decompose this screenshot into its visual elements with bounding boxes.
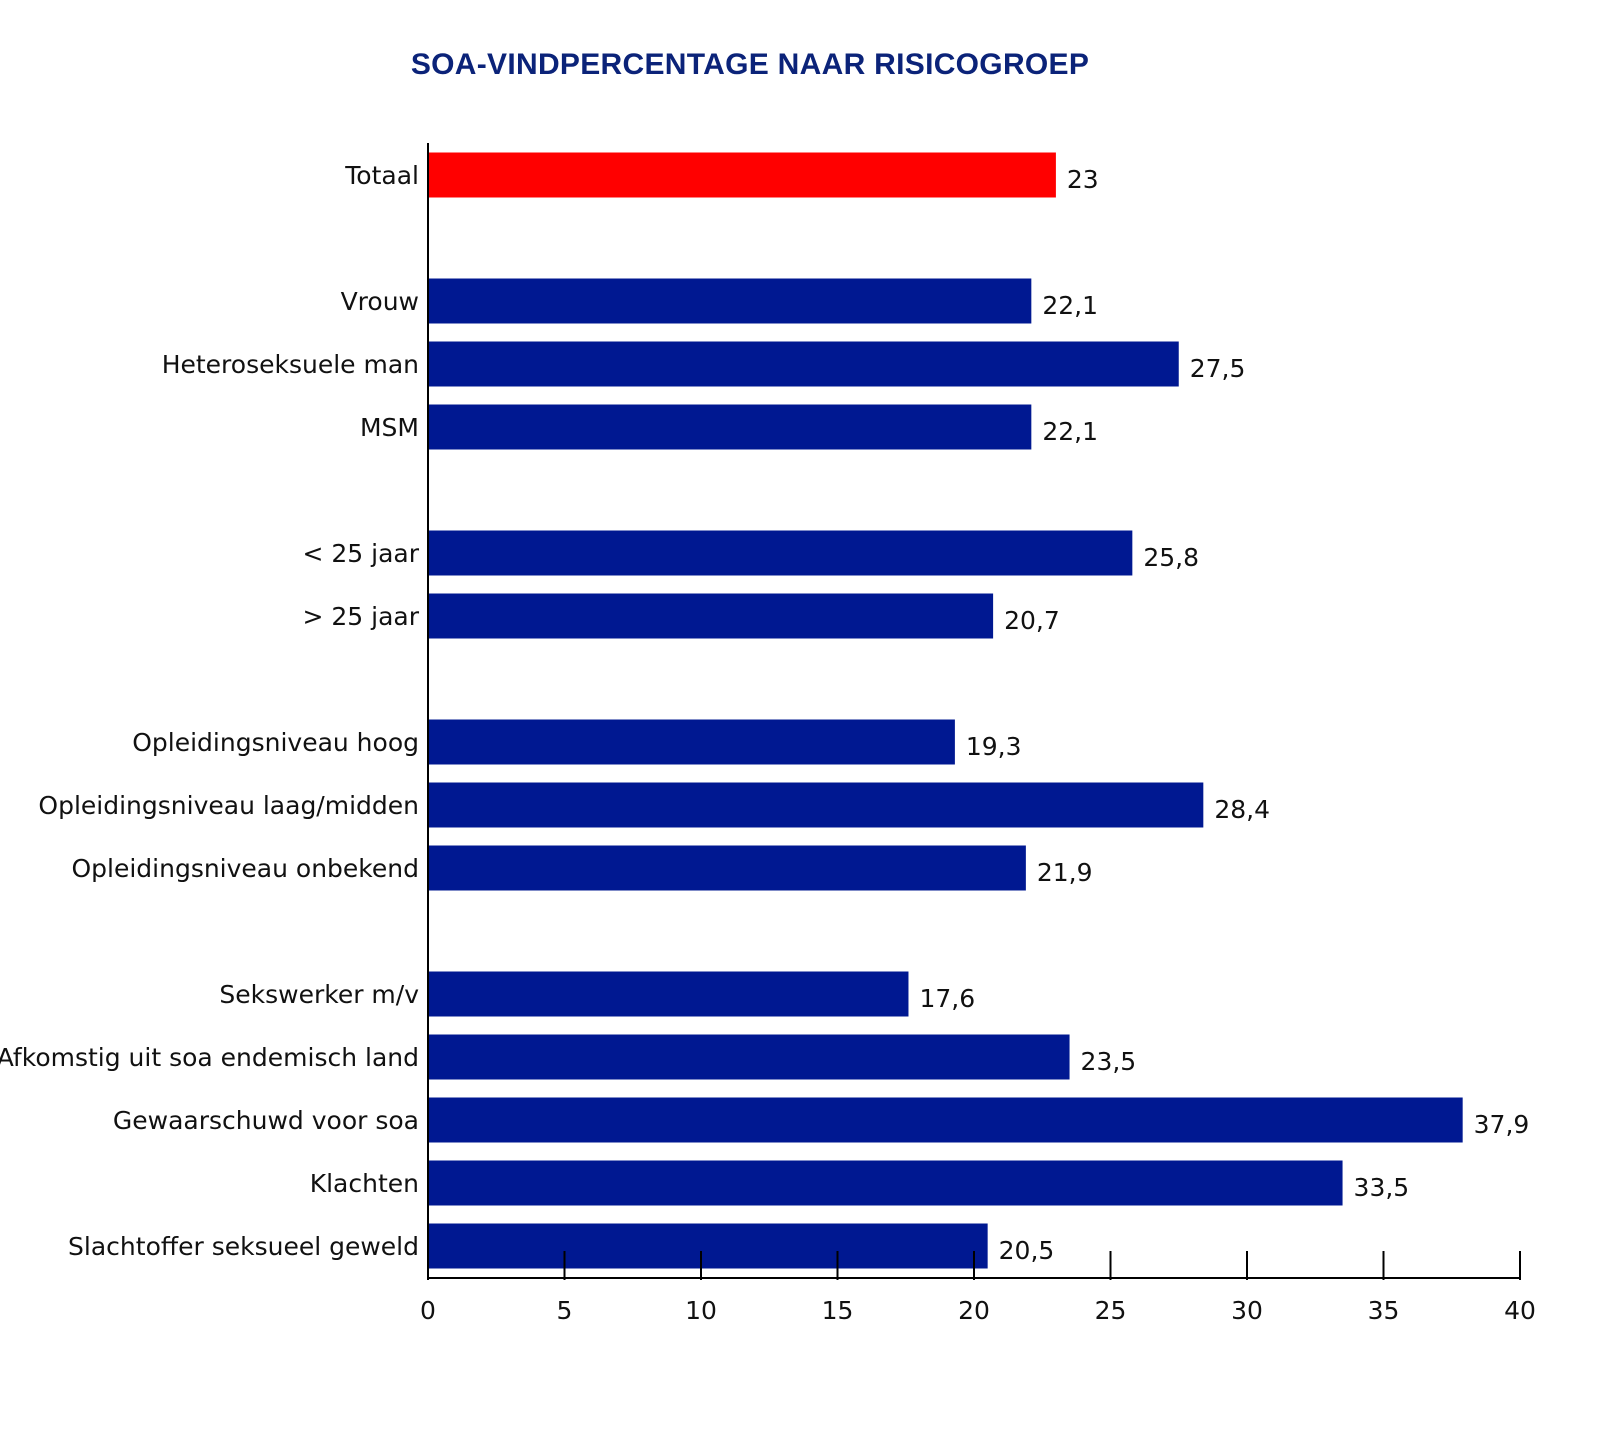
value-label: 20,7: [1004, 606, 1060, 635]
bar: [428, 1223, 988, 1269]
x-tick-label: 15: [822, 1296, 854, 1325]
bars: [428, 152, 1463, 1269]
category-label: Opleidingsniveau hoog: [132, 728, 419, 757]
category-label: Afkomstig uit soa endemisch land: [0, 1043, 419, 1072]
category-label: Slachtoffer seksueel geweld: [68, 1232, 419, 1261]
x-tick-label: 5: [557, 1296, 573, 1325]
bar: [428, 719, 955, 765]
category-label: Sekswerker m/v: [219, 980, 419, 1009]
value-label: 33,5: [1354, 1173, 1410, 1202]
value-label: 22,1: [1042, 417, 1098, 446]
value-label: 37,9: [1474, 1110, 1530, 1139]
x-tick-label: 30: [1231, 1296, 1263, 1325]
value-labels: 23 22,1 27,5 22,1 25,8 20,7 19,3 28,4 21,9 17,6 23…: [919, 165, 1529, 1265]
category-label: Heteroseksuele man: [162, 350, 419, 379]
category-labels: Totaal Vrouw Heteroseksuele man MSM < 25 jaa…: [0, 161, 420, 1261]
category-label: Gewaarschuwd voor soa: [113, 1106, 419, 1135]
bar: [428, 404, 1032, 450]
value-label: 20,5: [999, 1236, 1055, 1265]
value-label: 22,1: [1042, 291, 1098, 320]
value-label: 27,5: [1190, 354, 1246, 383]
category-label: < 25 jaar: [302, 539, 419, 568]
value-label: 28,4: [1214, 795, 1270, 824]
x-tick-label: 35: [1368, 1296, 1400, 1325]
bar: [428, 971, 909, 1017]
value-label: 23,5: [1081, 1047, 1137, 1076]
x-tick-label: 40: [1504, 1296, 1536, 1325]
bar: [428, 341, 1179, 387]
bar: [428, 782, 1204, 828]
category-label: Vrouw: [341, 287, 419, 316]
category-label: MSM: [360, 413, 419, 442]
value-label: 21,9: [1037, 858, 1093, 887]
category-label: Klachten: [310, 1169, 419, 1198]
x-tick-label: 0: [420, 1296, 436, 1325]
x-tick-label: 10: [685, 1296, 717, 1325]
bar: [428, 845, 1026, 891]
category-label: > 25 jaar: [302, 602, 419, 631]
bar: [428, 1160, 1343, 1206]
x-tick-label: 25: [1095, 1296, 1127, 1325]
category-label: Opleidingsniveau laag/midden: [38, 791, 419, 820]
value-label: 19,3: [966, 732, 1022, 761]
bar: [428, 593, 994, 639]
x-tick-label: 20: [958, 1296, 990, 1325]
bar: [428, 1097, 1463, 1143]
value-label: 25,8: [1143, 543, 1199, 572]
bar: [428, 1034, 1070, 1080]
category-label: Opleidingsniveau onbekend: [71, 854, 419, 883]
bar: [428, 278, 1032, 324]
category-label: Totaal: [344, 161, 419, 190]
value-label: 17,6: [919, 984, 975, 1013]
bar: [428, 530, 1133, 576]
chart-title: SOA-VINDPERCENTAGE NAAR RISICOGROEP: [410, 48, 1090, 81]
bar: [428, 152, 1056, 198]
axes: 0 5 10 15 20 25 30 35 40: [420, 143, 1536, 1325]
value-label: 23: [1067, 165, 1099, 194]
